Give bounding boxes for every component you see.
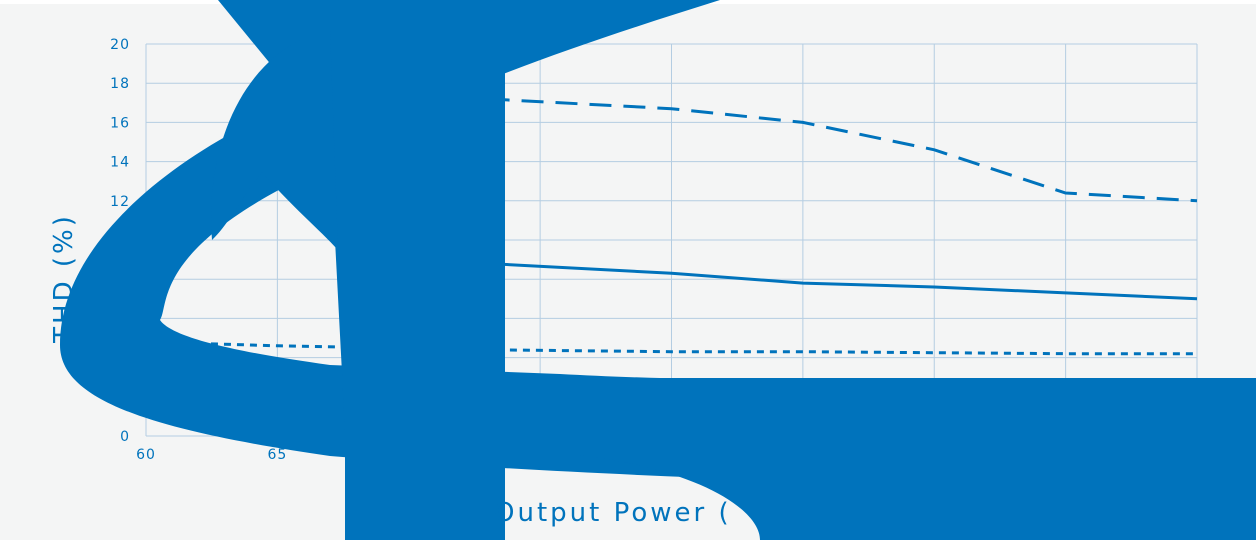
blob-lower-right [580, 378, 1256, 540]
y-tick-label: 16 [110, 115, 130, 131]
series-line-dashed [487, 97, 1198, 203]
series-line-solid [487, 262, 1198, 301]
y-tick-label: 0 [120, 429, 130, 445]
y-tick-label: 14 [110, 155, 130, 171]
x-tick-label: 60 [136, 447, 156, 463]
y-tick-label: 18 [110, 76, 130, 92]
x-axis-title: Output Power ( [494, 498, 732, 528]
series-line-dotted [145, 340, 1197, 356]
y-tick-label: 12 [110, 194, 130, 210]
blob-left-lobe [211, 30, 338, 250]
x-tick-label: 65 [267, 447, 287, 463]
series-layer [145, 97, 1198, 356]
occluding-shape [60, 0, 1256, 540]
y-tick-label: 20 [110, 37, 130, 53]
blob-stem [218, 0, 505, 540]
